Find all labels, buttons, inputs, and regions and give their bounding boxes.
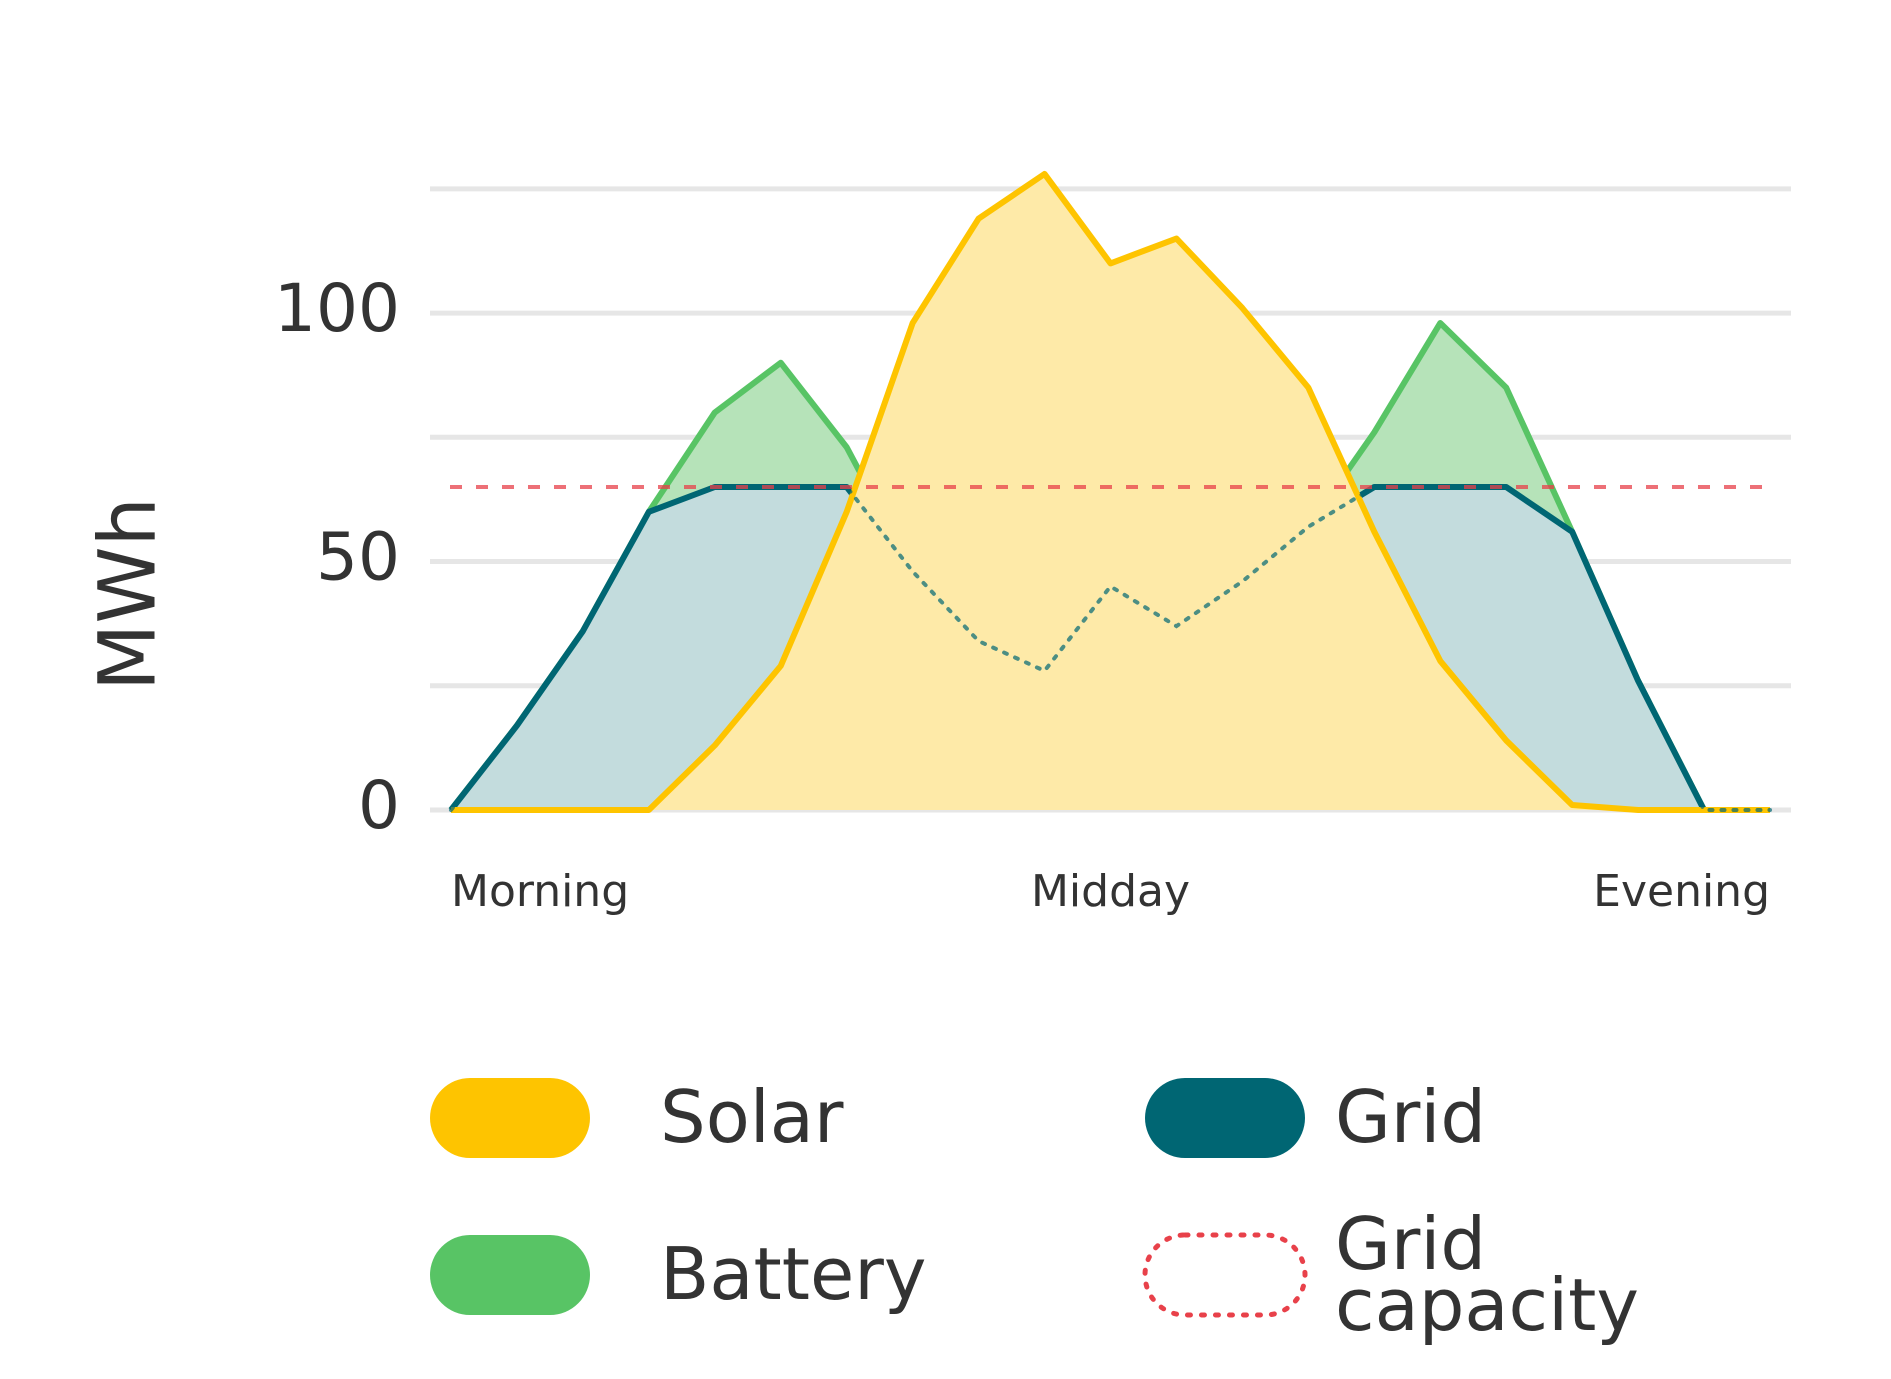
legend-label: Grid capacity (1335, 1201, 1639, 1347)
y-axis-label: MWh (83, 497, 173, 691)
legend-label: Grid (1335, 1075, 1487, 1160)
area-line (451, 170, 1770, 813)
x-tick-label: Midday (1031, 866, 1190, 917)
legend-swatch (430, 1235, 590, 1315)
y-tick-label: 100 (274, 270, 400, 347)
legend-swatch (1142, 1232, 1308, 1318)
x-tick-label: Evening (1593, 866, 1770, 917)
area-fill (451, 173, 1770, 810)
legend-label: Battery (660, 1232, 927, 1317)
legend-swatch (430, 1078, 590, 1158)
y-tick-label: 50 (316, 519, 400, 596)
area-line-dotted (449, 485, 1772, 812)
x-tick-label: Morning (451, 866, 629, 917)
legend-swatch (1145, 1078, 1305, 1158)
y-tick-label: 0 (358, 767, 400, 844)
legend-label: Solar (660, 1075, 844, 1160)
